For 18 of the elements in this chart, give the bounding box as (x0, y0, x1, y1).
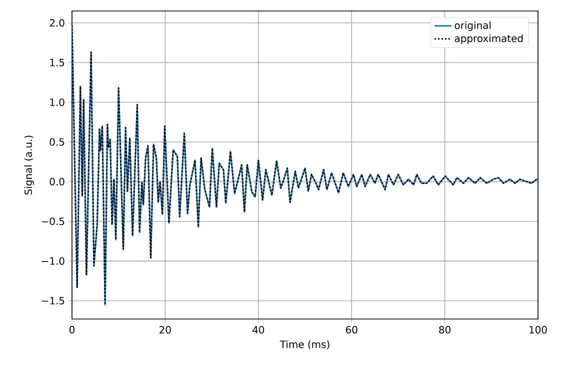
y-tick-label: 0.0 (50, 178, 64, 186)
legend-label: original (454, 21, 491, 31)
x-tick-label: 20 (160, 326, 171, 334)
x-tick-label: 80 (439, 326, 450, 334)
y-tick-label: −1.5 (42, 297, 64, 304)
y-tick-label: 1.5 (50, 58, 64, 66)
x-tick-label: 100 (530, 326, 547, 334)
x-tick-label: 60 (346, 326, 358, 334)
y-tick-label: 0.5 (50, 138, 64, 146)
x-tick-label: 40 (252, 326, 264, 334)
y-tick-label: −0.5 (42, 218, 64, 226)
legend-label: approximated (454, 34, 523, 44)
x-tick-label: 0 (69, 326, 75, 334)
x-axis-title: Time (ms) (280, 340, 330, 350)
y-axis-title: Signal (a.u.) (24, 136, 34, 194)
y-tick-label: −1.0 (42, 257, 64, 265)
y-tick-label: 2.0 (50, 19, 64, 27)
y-tick-label: 1.0 (50, 98, 64, 106)
